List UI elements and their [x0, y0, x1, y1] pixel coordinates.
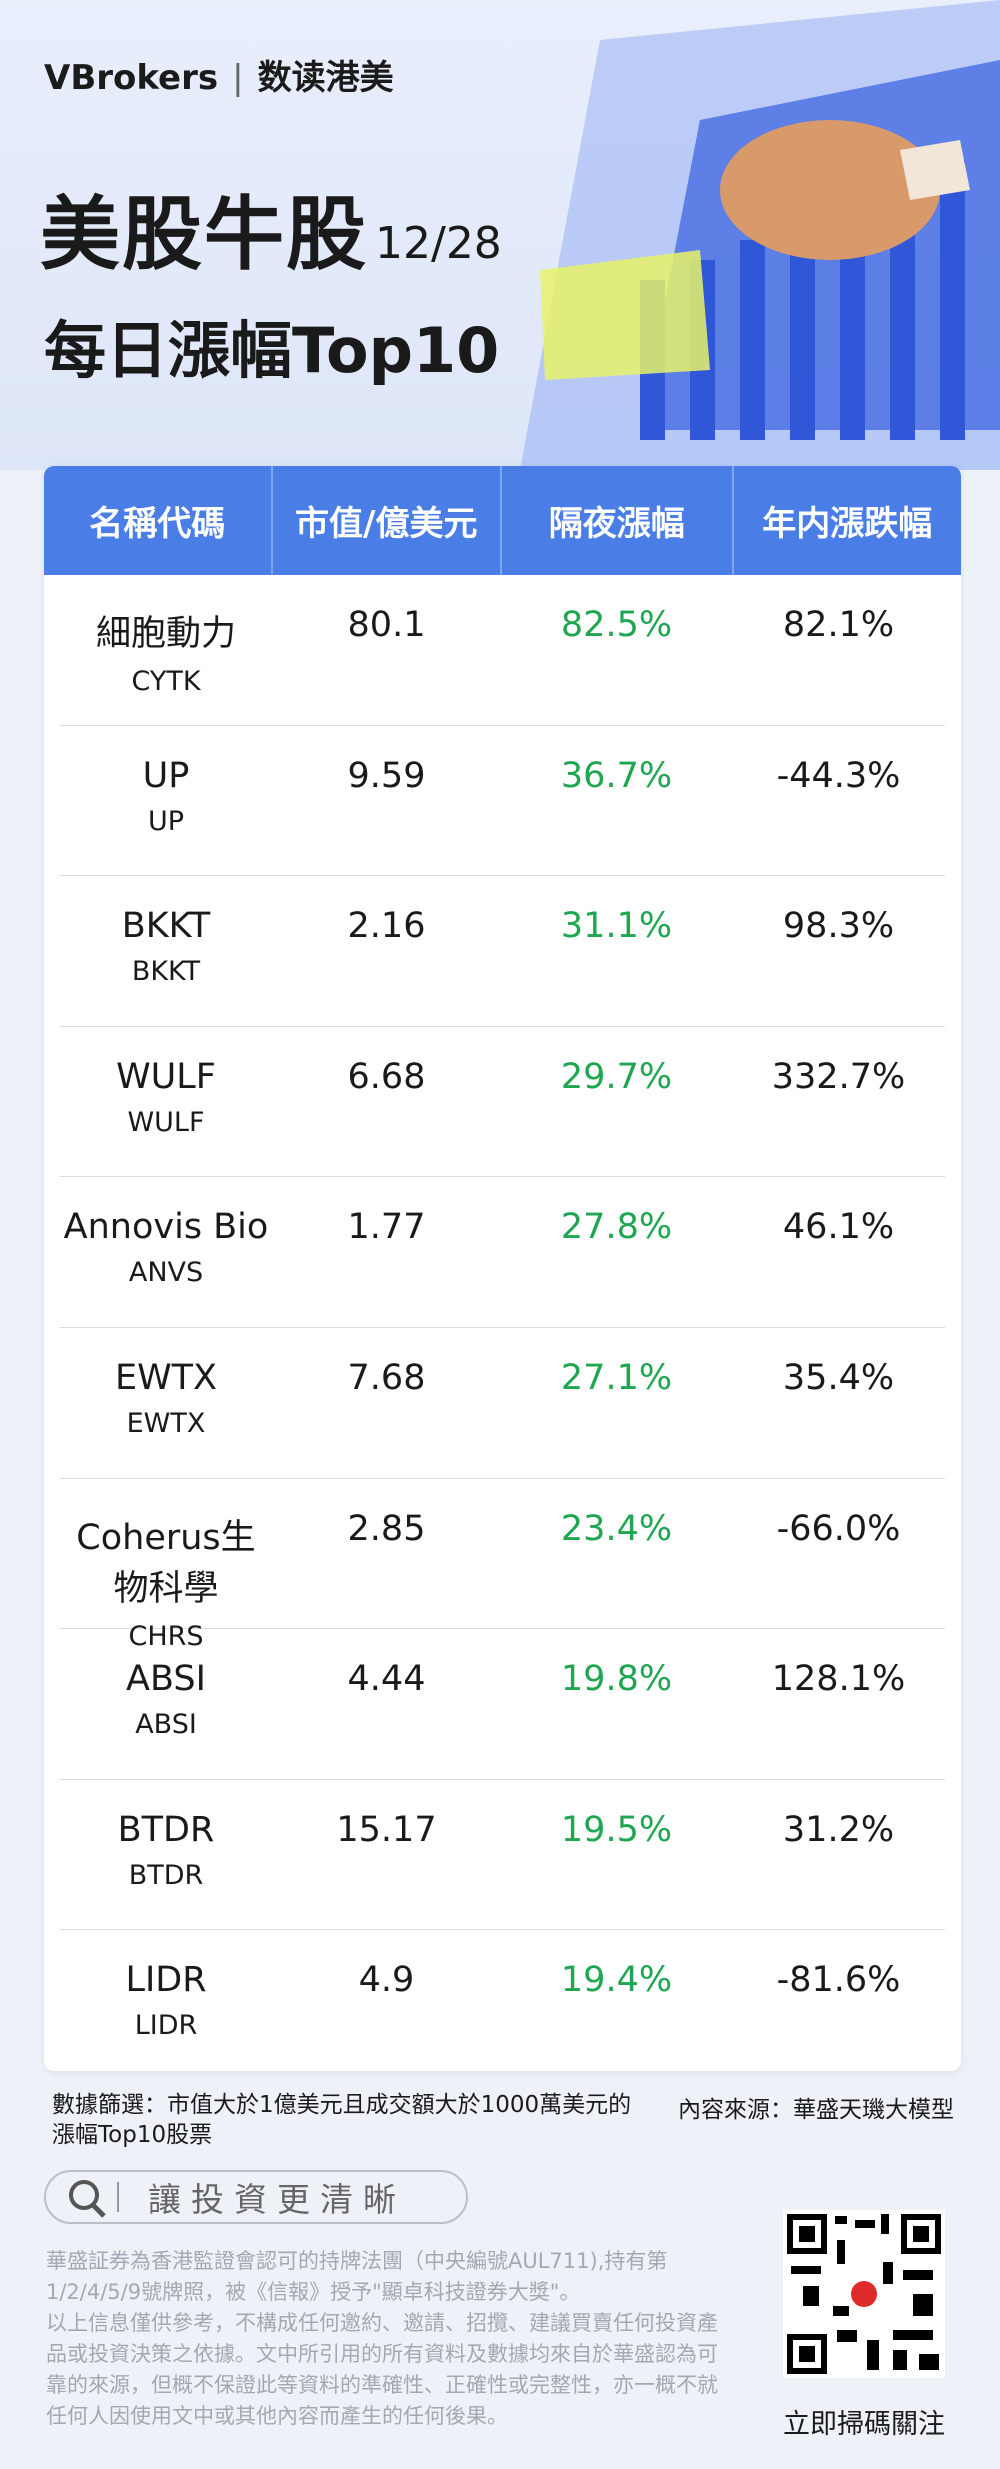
stock-code: ABSI [135, 1709, 197, 1741]
search-text: 讓投資更清晰 [148, 2180, 406, 2219]
qr-label: 立即掃碼關注 [783, 2409, 945, 2440]
column-header: 隔夜漲幅 [502, 466, 734, 575]
table-row: UP UP 9.59 36.7% -44.3% [60, 726, 945, 877]
stock-code: UP [147, 805, 185, 837]
ytd-change: 46.1% [782, 1207, 895, 1248]
market-cap: 9.59 [347, 755, 426, 796]
ytd-change: 31.2% [782, 1809, 895, 1850]
column-header: 名稱代碼 [44, 466, 273, 575]
stock-cell: 細胞動力 CYTK [60, 575, 272, 725]
stock-code: LIDR [134, 2010, 198, 2042]
ytd-change: -81.6% [776, 1960, 901, 2001]
stock-code: WULF [127, 1106, 205, 1138]
table-row: BTDR BTDR 15.17 19.5% 31.2% [60, 1780, 945, 1931]
market-cap: 4.44 [347, 1659, 426, 1700]
table-body: 細胞動力 CYTK 80.1 82.5% 82.1% UP UP 9.59 36.7% -44.3… [44, 575, 961, 2071]
table-row: BKKT BKKT 2.16 31.1% 98.3% [60, 876, 945, 1027]
market-cap: 15.17 [336, 1809, 437, 1850]
stock-name: ABSI [126, 1659, 206, 1700]
stock-cell: LIDR LIDR [60, 1930, 272, 2071]
column-header: 年内漲跌幅 [762, 504, 933, 544]
search-icon [69, 2180, 119, 2218]
stock-code: EWTX [126, 1407, 206, 1439]
market-cap: 6.68 [347, 1056, 426, 1097]
logo: VBrokers | 数读港美 [44, 58, 394, 98]
market-cap: 2.16 [347, 906, 426, 947]
table-header: 名稱代碼 市值/億美元 隔夜漲幅 年内漲跌幅 [44, 466, 961, 575]
brand: VBrokers [44, 58, 219, 98]
table-row: EWTX EWTX 7.68 27.1% 35.4% [60, 1328, 945, 1479]
stock-name: BKKT [121, 906, 211, 947]
ytd-change: 98.3% [782, 906, 895, 947]
header: VBrokers | 数读港美 美股牛股 12/28 每日漲幅Top10 [0, 0, 1000, 470]
table-row: WULF WULF 6.68 29.7% 332.7% [60, 1027, 945, 1178]
ytd-change: 332.7% [771, 1056, 906, 1097]
header-art [520, 0, 1000, 470]
stock-name: UP [142, 755, 190, 796]
stock-cell: WULF WULF [60, 1027, 272, 1177]
overnight-change: 19.5% [560, 1809, 673, 1850]
overnight-change: 82.5% [560, 605, 673, 645]
filter-note: 數據篩選：市值大於1億美元且成交額大於1000萬美元的漲幅Top10股票 [52, 2092, 632, 2148]
market-cap: 2.85 [347, 1508, 426, 1549]
ytd-change: -44.3% [776, 755, 901, 796]
source-note: 內容來源：華盛天璣大模型 [678, 2097, 954, 2123]
search-bar[interactable]: 讓投資更清晰 [44, 2170, 468, 2224]
stock-cell: UP UP [60, 726, 272, 876]
stock-code: CYTK [131, 666, 201, 697]
stock-code: ANVS [128, 1257, 204, 1289]
stock-name: Annovis Bio [63, 1207, 269, 1248]
overnight-change: 27.8% [560, 1207, 673, 1248]
column-header: 市值/億美元 [273, 466, 503, 575]
market-cap: 80.1 [347, 605, 426, 645]
table-row: LIDR LIDR 4.9 19.4% -81.6% [60, 1930, 945, 2071]
stock-name: EWTX [114, 1357, 218, 1398]
overnight-change: 27.1% [560, 1357, 673, 1398]
stock-cell: BKKT BKKT [60, 876, 272, 1026]
title: 美股牛股 [40, 188, 368, 281]
stock-code: BTDR [128, 1859, 204, 1891]
stock-name: Coherus生物科學 [76, 1517, 256, 1609]
stock-name: 細胞動力 [95, 614, 236, 654]
subtitle: 每日漲幅Top10 [44, 314, 500, 387]
overnight-change: 19.4% [560, 1960, 673, 2001]
market-cap: 4.9 [358, 1960, 415, 2001]
date: 12/28 [375, 218, 502, 269]
stock-code: BKKT [131, 956, 201, 988]
stock-cell: EWTX EWTX [60, 1328, 272, 1478]
stock-name: WULF [116, 1056, 216, 1097]
ytd-change: -66.0% [776, 1508, 901, 1549]
ytd-change: 35.4% [782, 1357, 895, 1398]
stock-cell: ABSI ABSI [60, 1629, 272, 1779]
stock-cell: Annovis Bio ANVS [60, 1177, 272, 1327]
overnight-change: 23.4% [560, 1508, 673, 1549]
column-name: 数读港美 [257, 58, 394, 98]
disclaimer: 華盛証券為香港監證會認可的持牌法團（中央編號AUL711),持有第1/2/4/5… [46, 2246, 732, 2432]
table-row: ABSI ABSI 4.44 19.8% 128.1% [60, 1629, 945, 1780]
overnight-change: 36.7% [560, 755, 673, 796]
table: 名稱代碼 市值/億美元 隔夜漲幅 年内漲跌幅 細胞動力 CYTK 80.1 82.5% 82.… [44, 466, 961, 2071]
ytd-change: 128.1% [771, 1659, 906, 1700]
stock-cell: BTDR BTDR [60, 1780, 272, 1930]
stock-name: BTDR [117, 1809, 215, 1850]
market-cap: 1.77 [347, 1207, 426, 1248]
stock-code: CHRS [128, 1620, 204, 1652]
stock-cell: Coherus生物科學 CHRS [60, 1479, 272, 1652]
stock-name: LIDR [125, 1960, 207, 2001]
table-row: 細胞動力 CYTK 80.1 82.5% 82.1% [60, 575, 945, 726]
disclaimer-line: 以上信息僅供參考，不構成任何邀約、邀請、招攬、建議買賣任何投資產品或投資決策之依… [46, 2311, 718, 2428]
table-row: Annovis Bio ANVS 1.77 27.8% 46.1% [60, 1177, 945, 1328]
overnight-change: 29.7% [560, 1056, 673, 1097]
overnight-change: 31.1% [560, 906, 673, 947]
qr-code[interactable] [783, 2210, 945, 2378]
table-row: Coherus生物科學 CHRS 2.85 23.4% -66.0% [60, 1479, 945, 1652]
overnight-change: 19.8% [560, 1659, 673, 1700]
ytd-change: 82.1% [782, 605, 895, 645]
market-cap: 7.68 [347, 1357, 426, 1398]
disclaimer-line: 華盛証券為香港監證會認可的持牌法團（中央編號AUL711),持有第1/2/4/5… [46, 2249, 668, 2304]
